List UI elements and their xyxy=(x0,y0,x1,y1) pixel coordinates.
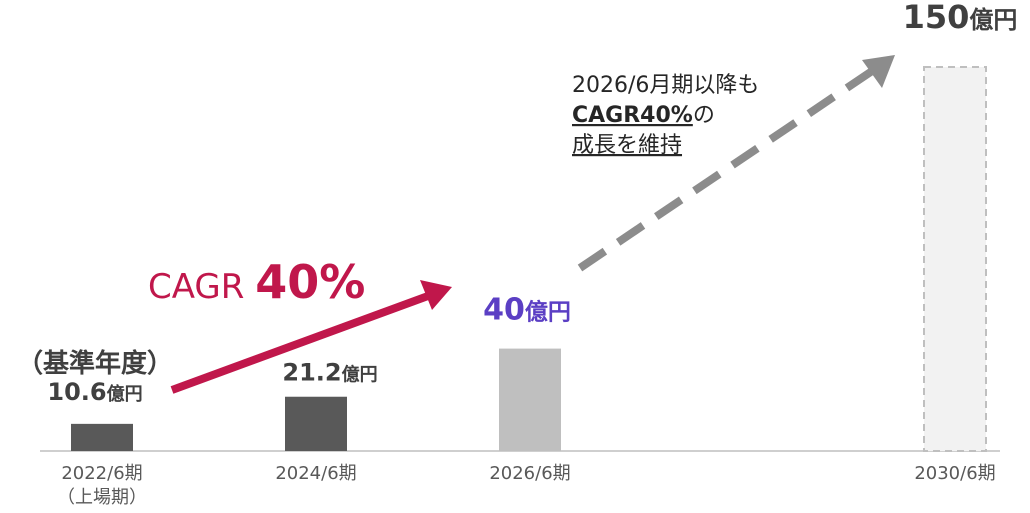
bar xyxy=(285,396,347,451)
note-line: 成長を維持 xyxy=(572,133,682,158)
value-label: 150億円 xyxy=(903,0,1018,36)
x-tick-label: 2022/6期（上場期） xyxy=(57,463,147,508)
note-line: CAGR40%の xyxy=(572,103,715,128)
cagr-label: CAGR 40% xyxy=(148,255,365,309)
x-tick-label: 2024/6期 xyxy=(275,463,356,484)
forecast-arrow xyxy=(577,67,875,272)
forecast-arrowhead xyxy=(862,55,895,88)
bar xyxy=(923,66,987,452)
bar xyxy=(499,348,561,451)
value-label: 40億円 xyxy=(483,293,571,328)
cagr-arrow xyxy=(170,292,430,394)
value-label: 21.2億円 xyxy=(282,359,377,387)
note-line: 2026/6月期以降も xyxy=(572,73,759,98)
value-label: 10.6億円 xyxy=(47,378,142,406)
bar xyxy=(71,423,133,451)
x-tick-label: 2026/6期 xyxy=(489,463,570,484)
cagr-arrowhead xyxy=(420,280,452,310)
base-year-label: （基準年度） xyxy=(17,348,173,379)
x-tick-label: 2030/6期 xyxy=(914,463,995,484)
